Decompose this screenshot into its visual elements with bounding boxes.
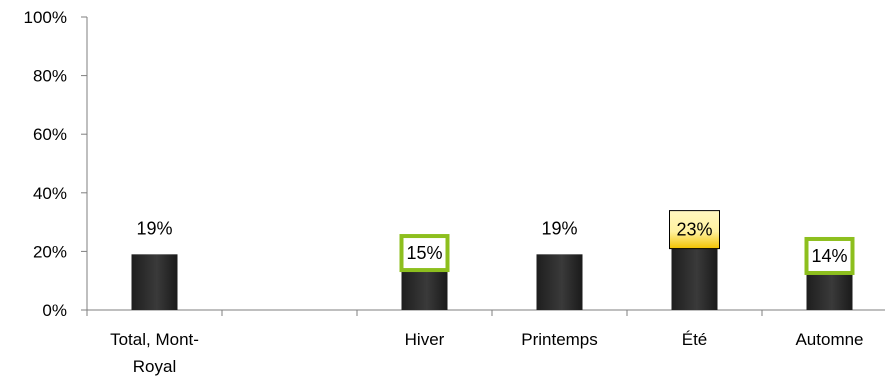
y-tick-label: 100% bbox=[24, 8, 67, 27]
y-tick-label: 0% bbox=[42, 301, 67, 320]
data-labels: 19% 15% 19% 23% 14% bbox=[136, 210, 855, 275]
bar bbox=[536, 254, 583, 310]
bar bbox=[401, 266, 448, 310]
bar bbox=[671, 242, 718, 310]
label-box-yellow bbox=[669, 210, 720, 250]
label-box-green bbox=[399, 234, 450, 273]
x-tick-label: Printemps bbox=[521, 330, 598, 349]
y-tick-label: 40% bbox=[33, 184, 67, 203]
y-tick-label: 60% bbox=[33, 125, 67, 144]
y-tick-label: 80% bbox=[33, 67, 67, 86]
y-tick-label: 20% bbox=[33, 242, 67, 261]
x-tick-label: Total, Mont- bbox=[110, 330, 199, 349]
x-tick-label: Royal bbox=[133, 357, 176, 376]
bar bbox=[806, 268, 853, 310]
data-label: 19% bbox=[136, 218, 172, 238]
label-box-green bbox=[804, 236, 855, 275]
x-tick-label: Été bbox=[682, 330, 708, 349]
axes: 0% 20% 40% 60% 80% 100% Total, Mont- Royal Hiver… bbox=[24, 8, 885, 376]
bar bbox=[131, 254, 178, 310]
data-label: 19% bbox=[541, 218, 577, 238]
data-label: 23% bbox=[676, 220, 712, 240]
data-label: 14% bbox=[811, 246, 847, 266]
data-label: 15% bbox=[406, 243, 442, 263]
x-tick-label: Hiver bbox=[405, 330, 445, 349]
x-tick-label: Automne bbox=[795, 330, 863, 349]
bars bbox=[131, 242, 853, 310]
